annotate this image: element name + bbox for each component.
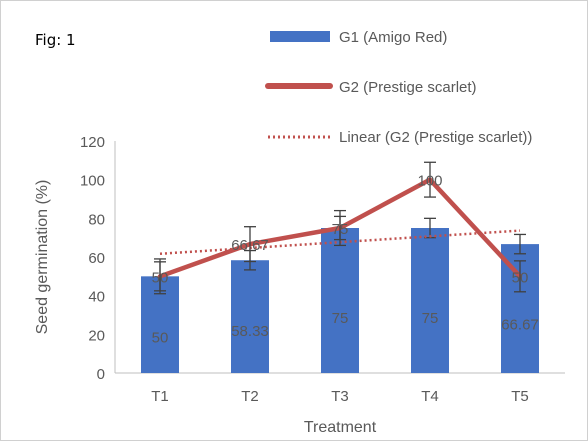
y-axis: 0 20 40 60 80 100 120 Seed germination (%) xyxy=(34,134,116,383)
bar-g1-T3 xyxy=(321,228,359,373)
data-label-g2: 100 xyxy=(417,173,442,190)
y-tick-label: 0 xyxy=(97,366,105,383)
series-g1-data-labels: 50 58.33 75 75 66.67 xyxy=(152,310,539,346)
bar-g1-T4 xyxy=(411,228,449,373)
y-tick-label: 60 xyxy=(88,250,105,267)
y-axis-title: Seed germination (%) xyxy=(34,180,51,335)
x-axis: T1 T2 T3 T4 T5 Treatment xyxy=(115,372,565,436)
error-bar-g2 xyxy=(424,161,436,198)
legend: G1 (Amigo Red) G2 (Prestige scarlet) Lin… xyxy=(265,29,532,146)
y-tick-label: 120 xyxy=(80,134,105,151)
x-tick-label: T5 xyxy=(511,388,529,405)
series-g2-data-labels: 50 66.67 75 100 50 xyxy=(152,173,529,287)
y-tick-label: 40 xyxy=(88,289,105,306)
error-bar-g2 xyxy=(514,260,526,293)
series-g2-error-bars xyxy=(154,161,526,295)
data-label-g1: 75 xyxy=(422,310,439,327)
x-axis-title: Treatment xyxy=(304,419,377,436)
x-tick-label: T2 xyxy=(241,388,259,405)
x-tick-label: T3 xyxy=(331,388,349,405)
x-tick-label: T4 xyxy=(421,388,439,405)
error-bar-g2 xyxy=(334,209,346,247)
legend-swatch-g1 xyxy=(270,31,330,42)
data-label-g2: 66.67 xyxy=(231,237,269,254)
data-label-g2: 50 xyxy=(152,269,169,286)
figure-label: Fig: 1 xyxy=(35,31,76,49)
series-g1-bars xyxy=(141,228,539,373)
data-label-g1: 58.33 xyxy=(231,323,269,340)
x-tick-label: T1 xyxy=(151,388,169,405)
legend-label-g1: G1 (Amigo Red) xyxy=(339,29,447,46)
legend-label-g2: G2 (Prestige scarlet) xyxy=(339,79,477,96)
error-bar-g2 xyxy=(154,258,166,295)
legend-label-trend: Linear (G2 (Prestige scarlet)) xyxy=(339,129,532,146)
y-tick-label: 100 xyxy=(80,173,105,190)
data-label-g1: 66.67 xyxy=(501,316,539,333)
y-tick-label: 80 xyxy=(88,211,105,228)
x-tick-labels: T1 T2 T3 T4 T5 xyxy=(151,388,529,405)
data-label-g1: 50 xyxy=(152,329,169,346)
bar-g1-T2 xyxy=(231,260,269,373)
data-label-g2: 75 xyxy=(332,221,349,238)
y-tick-label: 20 xyxy=(88,327,105,344)
data-label-g1: 75 xyxy=(332,310,349,327)
error-bar-g1 xyxy=(514,233,526,255)
data-label-g2: 50 xyxy=(512,269,529,286)
y-tick-labels: 0 20 40 60 80 100 120 xyxy=(80,134,105,383)
error-bar-g2 xyxy=(244,226,256,263)
